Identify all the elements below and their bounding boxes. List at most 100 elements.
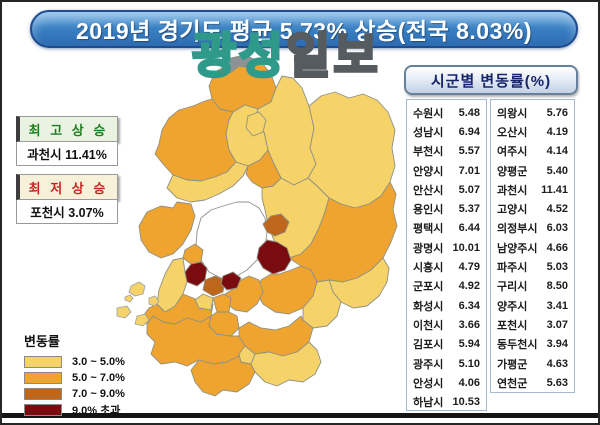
table-row: 광주시 5.10 — [413, 354, 480, 373]
map-region-goyang — [166, 161, 249, 203]
region-value: 10.01 — [452, 241, 480, 254]
map-region-yeoncheon — [208, 59, 277, 113]
table-row: 오산시 4.19 — [497, 122, 568, 141]
region-name: 과천시 — [497, 184, 528, 197]
region-value: 6.34 — [458, 299, 480, 312]
map-region-anseong — [250, 341, 322, 387]
region-value: 5.48 — [458, 106, 480, 119]
map-island — [124, 294, 134, 303]
region-name: 김포시 — [413, 339, 444, 352]
legend-swatch — [24, 403, 62, 416]
table-row: 양평군 5.40 — [497, 161, 568, 180]
map-region-uijeongbu — [245, 149, 282, 189]
table-row: 양주시 3.41 — [497, 296, 568, 315]
table-title: 시군별 변동률(%) — [430, 72, 552, 90]
region-name: 의정부시 — [497, 223, 538, 236]
map-legend: 변동률 3.0 ~ 5.0% 5.0 ~ 7.0% 7.0 ~ 9.0% 9.0% 초… — [24, 331, 125, 418]
region-name: 남양주시 — [497, 242, 538, 255]
map-region-gwacheon — [220, 271, 242, 291]
map-region-dongducheon — [245, 111, 267, 137]
region-name: 가평군 — [497, 358, 528, 371]
map-region-gunpo — [194, 293, 214, 311]
region-name: 포천시 — [497, 319, 528, 332]
region-value: 6.94 — [458, 125, 480, 138]
region-value: 7.01 — [458, 164, 480, 177]
region-value: 3.41 — [546, 299, 568, 312]
table-row: 의정부시 6.03 — [497, 219, 568, 238]
region-name: 시흥시 — [413, 262, 444, 275]
map-island — [134, 313, 150, 327]
region-value: 10.53 — [452, 396, 480, 409]
lowest-rise-value: 포천시 3.07% — [16, 200, 118, 224]
page-title: 2019년 경기도 평균 5.73% 상승(전국 8.03%) — [76, 18, 532, 44]
map-island — [128, 281, 146, 297]
map-region-paju — [154, 98, 237, 182]
table-row: 파주시 5.03 — [497, 257, 568, 276]
region-value: 5.40 — [546, 164, 568, 177]
table-row: 연천군 5.63 — [497, 373, 568, 392]
region-name: 부천시 — [413, 146, 444, 159]
map-dmz-strip — [221, 54, 257, 74]
region-name: 군포시 — [413, 281, 444, 294]
highest-rise-value: 과천시 11.41% — [16, 142, 118, 166]
table-right-column: 의왕시 5.76 오산시 4.19 여주시 4.14 양평군 5.40 과천시 11.41 고양시 4… — [490, 99, 575, 393]
region-name: 안성시 — [413, 377, 444, 390]
table-row: 화성시 6.34 — [413, 296, 480, 315]
region-value: 5.03 — [546, 261, 568, 274]
table-row: 이천시 3.66 — [413, 315, 480, 334]
region-name: 오산시 — [497, 126, 528, 139]
region-name: 이천시 — [413, 319, 444, 332]
region-value: 3.07 — [546, 318, 568, 331]
map-island — [148, 295, 160, 307]
table-left-column: 수원시 5.48 성남시 6.94 부천시 5.57 안양시 7.01 안산시 5.07 용인시 5.… — [406, 99, 487, 411]
legend-item: 7.0 ~ 9.0% — [24, 386, 125, 401]
table-row: 수원시 5.48 — [413, 103, 480, 122]
table-row: 의왕시 5.76 — [497, 103, 568, 122]
table-row: 성남시 6.94 — [413, 122, 480, 141]
legend-label: 9.0% 초과 — [72, 404, 121, 417]
region-name: 수원시 — [413, 107, 444, 120]
table-row: 가평군 4.63 — [497, 354, 568, 373]
region-name: 용인시 — [413, 204, 444, 217]
highest-rise-box: 최 고 상 승 과천시 11.41% — [16, 116, 118, 166]
region-value: 5.63 — [546, 376, 568, 389]
region-name: 구리시 — [497, 281, 528, 294]
legend-swatch — [24, 387, 62, 400]
lowest-rise-box: 최 저 상 승 포천시 3.07% — [16, 174, 118, 224]
table-header: 시군별 변동률(%) — [404, 65, 578, 95]
region-value: 5.94 — [458, 338, 480, 351]
region-name: 광명시 — [413, 242, 444, 255]
region-value: 3.66 — [458, 318, 480, 331]
map-region-gwangmyeong — [184, 261, 208, 287]
map-seoul-hole — [195, 201, 268, 279]
region-name: 연천군 — [497, 377, 528, 390]
table-row: 평택시 6.44 — [413, 219, 480, 238]
gyeonggi-choropleth-map — [116, 54, 398, 397]
title-banner: 2019년 경기도 평균 5.73% 상승(전국 8.03%) — [30, 10, 578, 48]
table-row: 과천시 11.41 — [497, 180, 568, 199]
region-name: 의왕시 — [497, 107, 528, 120]
region-value: 4.06 — [458, 376, 480, 389]
map-region-anyang — [202, 275, 226, 297]
table-row: 여주시 4.14 — [497, 142, 568, 161]
region-value: 4.66 — [546, 241, 568, 254]
table-row: 김포시 5.94 — [413, 335, 480, 354]
table-row: 구리시 8.50 — [497, 277, 568, 296]
legend-title: 변동률 — [24, 334, 60, 349]
legend-item: 3.0 ~ 5.0% — [24, 354, 125, 369]
table-row: 안성시 4.06 — [413, 373, 480, 392]
region-value: 5.07 — [458, 183, 480, 196]
map-region-gimpo — [138, 201, 196, 259]
region-name: 안산시 — [413, 184, 444, 197]
legend-label: 7.0 ~ 9.0% — [72, 387, 125, 400]
region-name: 성남시 — [413, 126, 444, 139]
table-row: 남양주시 4.66 — [497, 238, 568, 257]
region-name: 양주시 — [497, 300, 528, 313]
region-value: 4.63 — [546, 357, 568, 370]
region-name: 하남시 — [413, 397, 444, 410]
region-name: 여주시 — [497, 146, 528, 159]
table-row: 포천시 3.07 — [497, 315, 568, 334]
region-value: 5.57 — [458, 145, 480, 158]
map-region-hanam — [256, 239, 292, 275]
region-name: 화성시 — [413, 300, 444, 313]
